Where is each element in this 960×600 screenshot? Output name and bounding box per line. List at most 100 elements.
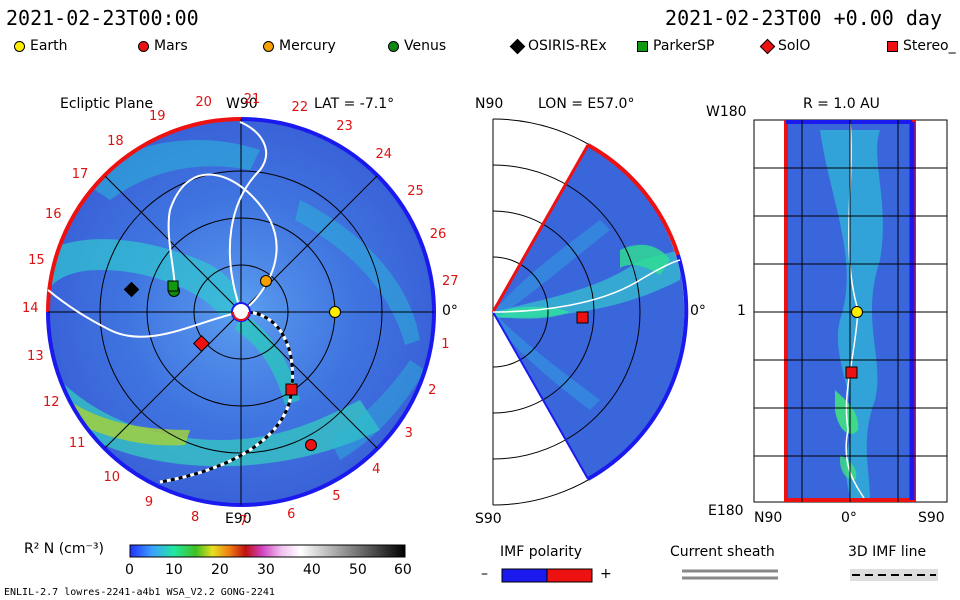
- solo-marker: [193, 335, 210, 352]
- radial-top-left-label: W180: [706, 104, 747, 120]
- legend-item-venus: Venus: [388, 38, 446, 54]
- mars-marker-icon: [138, 40, 149, 52]
- ecliptic-imf-spiral: [167, 173, 278, 313]
- meridional-bottom-label: S90: [475, 511, 502, 527]
- legend-item-earth: Earth: [14, 38, 68, 54]
- rotation-number: 27: [441, 273, 459, 289]
- mars-marker: [305, 439, 317, 451]
- meridional-panel: [491, 118, 689, 506]
- colorbar-tick: 30: [257, 562, 275, 578]
- rotation-number: 5: [332, 489, 341, 505]
- colorbar-tick: 10: [165, 562, 183, 578]
- mercury-marker: [260, 275, 272, 287]
- current-sheath-sample: [682, 569, 778, 580]
- colorbar-tick: 20: [211, 562, 229, 578]
- rotation-number: 7: [239, 513, 248, 529]
- rotation-number: 21: [243, 92, 261, 108]
- radial-title: R = 1.0 AU: [803, 96, 880, 112]
- footer-left: ENLIL-2.7 lowres-2241-a4b1 WSA_V2.2 GONG…: [4, 587, 275, 598]
- imf-line-sample: [850, 569, 938, 581]
- legend-label: Mercury: [279, 38, 336, 54]
- rotation-number: 11: [68, 435, 86, 451]
- radial-x-label-north: N90: [754, 510, 783, 526]
- parkersp-marker-icon: [637, 40, 648, 52]
- rotation-number: 26: [429, 226, 447, 242]
- rotation-number: 19: [149, 109, 166, 125]
- rotation-number: 22: [291, 100, 309, 116]
- colorbar-label: R² N (cm⁻³): [24, 541, 104, 557]
- colorbar-tick: 40: [303, 562, 321, 578]
- legend-item-mars: Mars: [138, 38, 188, 54]
- meridional-top-label: N90: [475, 96, 504, 112]
- rotation-number: 12: [42, 394, 60, 410]
- imf-polarity-plus: +: [600, 566, 612, 582]
- meridional-stereo-marker: [576, 311, 589, 324]
- legend-label: Stereo_: [903, 38, 956, 54]
- rotation-number: 16: [44, 207, 62, 223]
- rotation-number: 10: [103, 469, 121, 485]
- imf-polarity-negative: [501, 568, 548, 583]
- legend: Earth Mars Mercury Venus OSIRIS-REx Park…: [0, 38, 960, 58]
- meridional-right-label: 0°: [690, 303, 706, 319]
- ecliptic-rim-negative: [46, 117, 436, 507]
- current-sheath-title: Current sheath: [670, 544, 775, 560]
- header-left-datetime: 2021-02-23T00:00: [6, 6, 199, 30]
- rotation-number: 3: [404, 425, 413, 441]
- stereo-marker: [285, 383, 298, 396]
- rotation-number: 20: [195, 95, 212, 111]
- imf-polarity-positive: [546, 568, 593, 583]
- mercury-marker-icon: [263, 40, 274, 52]
- header-right-datetime: 2021-02-23T00 +0.00 day: [665, 6, 942, 30]
- legend-item-parkersp: ParkerSP: [637, 38, 714, 54]
- ecliptic-rim-positive: [46, 117, 242, 313]
- colorbar-tick: 0: [125, 562, 134, 578]
- imf-polarity-minus: –: [481, 566, 488, 582]
- ecliptic-bottom-label: E90: [225, 511, 252, 527]
- rotation-number: 9: [144, 494, 154, 510]
- rotation-number: 2: [428, 383, 437, 399]
- legend-item-osiris-rex: OSIRIS-REx: [509, 38, 607, 54]
- colorbar-tick: 60: [394, 562, 412, 578]
- rotation-number: 4: [372, 461, 381, 477]
- imf-polarity-title: IMF polarity: [500, 544, 583, 560]
- ecliptic-plane-panel: [46, 117, 436, 507]
- ecliptic-lat-label: LAT = -7.1°: [314, 96, 395, 112]
- legend-label: Earth: [30, 38, 68, 54]
- legend-label: SolO: [778, 38, 811, 54]
- rotation-number: 6: [287, 506, 296, 522]
- earth-marker-icon: [14, 40, 25, 52]
- stereo-marker-icon: [887, 40, 898, 52]
- rotation-number: 25: [407, 184, 424, 199]
- rotation-number: 13: [27, 348, 44, 364]
- legend-label: Venus: [404, 38, 447, 54]
- rotation-number: 15: [28, 252, 45, 268]
- venus-marker-icon: [388, 40, 399, 52]
- parkersp-marker: [167, 280, 179, 292]
- legend-item-mercury: Mercury: [263, 38, 336, 54]
- radial-x-label-south: S90: [918, 510, 945, 526]
- radial-stereo-marker: [845, 366, 858, 379]
- rotation-number: 18: [107, 133, 124, 149]
- radial-x-label-zero: 0°: [841, 510, 857, 526]
- legend-item-solo: SolO: [759, 38, 811, 54]
- ecliptic-top-label: W90: [226, 96, 258, 112]
- imf-line-title: 3D IMF line: [848, 544, 927, 560]
- rotation-number: 8: [190, 509, 200, 525]
- rotation-number: 14: [22, 300, 39, 316]
- rotation-number: 1: [441, 336, 450, 352]
- radial-bottom-left-label: E180: [708, 503, 744, 519]
- legend-label: OSIRIS-REx: [528, 38, 607, 54]
- radial-earth-marker: [851, 306, 863, 318]
- radial-mid-left-label: 1: [737, 303, 746, 319]
- ecliptic-title: Ecliptic Plane: [60, 96, 154, 112]
- colorbar: [129, 544, 406, 558]
- legend-label: ParkerSP: [653, 38, 715, 54]
- colorbar-tick: 50: [349, 562, 367, 578]
- ecliptic-right-label: 0°: [442, 303, 458, 319]
- rotation-number: 24: [375, 147, 393, 163]
- meridional-lon-label: LON = E57.0°: [538, 96, 635, 112]
- rotation-number: 23: [336, 118, 353, 134]
- legend-label: Mars: [154, 38, 188, 54]
- radial-panel: [753, 119, 948, 503]
